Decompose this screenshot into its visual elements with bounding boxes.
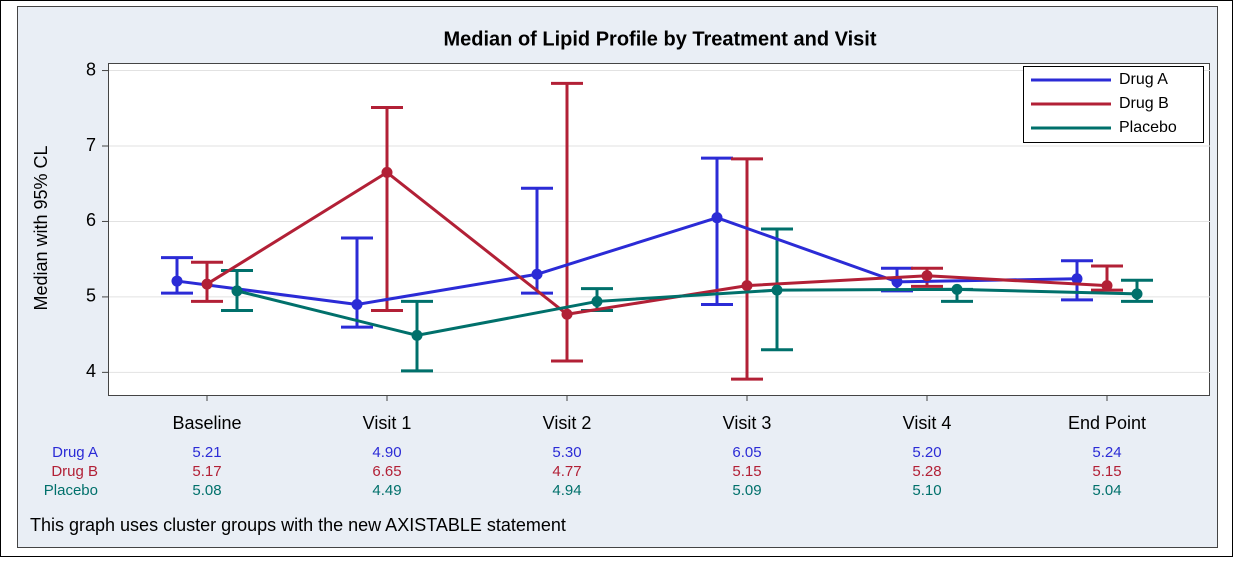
marker: [1131, 288, 1143, 300]
marker: [741, 280, 753, 292]
legend-label: Drug A: [1119, 71, 1168, 88]
marker: [1101, 280, 1113, 292]
axis-table-value: 5.04: [1092, 482, 1121, 499]
axis-table-value: 5.24: [1092, 444, 1121, 461]
axis-table-row-label: Drug B: [51, 463, 98, 480]
axis-table-row-label: Placebo: [44, 482, 98, 499]
axis-table-value: 5.30: [552, 444, 581, 461]
y-tick-label: 7: [86, 135, 96, 155]
y-axis-label: Median with 95% CL: [31, 145, 51, 310]
axis-table-value: 5.20: [912, 444, 941, 461]
y-tick-label: 8: [86, 59, 96, 79]
marker: [1071, 273, 1083, 285]
y-tick-label: 5: [86, 286, 96, 306]
series-line: [176, 216, 1078, 306]
marker: [531, 268, 543, 280]
marker: [231, 285, 243, 297]
x-tick-label: End Point: [1068, 413, 1146, 433]
x-tick-label: Visit 1: [363, 413, 412, 433]
marker: [711, 212, 723, 224]
marker: [381, 166, 393, 178]
y-tick-label: 6: [86, 210, 96, 230]
axis-table-value: 5.09: [732, 482, 761, 499]
marker: [201, 278, 213, 290]
marker: [171, 275, 183, 287]
axis-table-value: 5.21: [192, 444, 221, 461]
axis-table-value: 6.65: [372, 463, 401, 480]
marker: [411, 329, 423, 341]
x-tick-label: Visit 4: [903, 413, 952, 433]
legend-label: Drug B: [1119, 95, 1169, 112]
axis-table-value: 5.10: [912, 482, 941, 499]
legend-label: Placebo: [1119, 119, 1177, 136]
axis-table-value: 4.90: [372, 444, 401, 461]
axis-table-value: 4.49: [372, 482, 401, 499]
axis-table-value: 4.77: [552, 463, 581, 480]
marker: [771, 284, 783, 296]
series-line: [236, 287, 1138, 337]
chart-title: Median of Lipid Profile by Treatment and…: [443, 28, 876, 50]
axis-table-value: 6.05: [732, 444, 761, 461]
x-tick-label: Visit 2: [543, 413, 592, 433]
axis-table-value: 4.94: [552, 482, 581, 499]
marker: [921, 270, 933, 282]
marker: [561, 308, 573, 320]
marker: [951, 283, 963, 295]
axis-table-row-label: Drug A: [52, 444, 98, 461]
marker: [351, 298, 363, 310]
series-line: [206, 170, 1108, 316]
marker: [591, 295, 603, 307]
axis-table-value: 5.15: [732, 463, 761, 480]
axis-table-value: 5.08: [192, 482, 221, 499]
x-tick-label: Baseline: [172, 413, 241, 433]
axis-table-value: 5.17: [192, 463, 221, 480]
footnote: This graph uses cluster groups with the …: [30, 515, 566, 535]
y-tick-label: 4: [86, 361, 96, 381]
axis-table-value: 5.15: [1092, 463, 1121, 480]
x-tick-label: Visit 3: [723, 413, 772, 433]
axis-table-value: 5.28: [912, 463, 941, 480]
